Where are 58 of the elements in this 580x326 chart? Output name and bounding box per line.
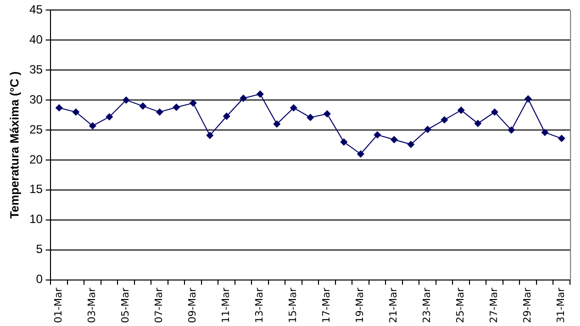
point [440, 116, 448, 124]
x-tick-label: 15-Mar [288, 286, 300, 324]
point [172, 104, 180, 111]
point [558, 134, 566, 142]
x-tick-label: 17-Mar [322, 286, 333, 324]
point [541, 128, 548, 136]
y-tick-label: 35 [29, 62, 44, 76]
y-tick-label: 20 [29, 152, 44, 166]
point [89, 122, 96, 130]
point [240, 94, 247, 102]
y-tick-label: 45 [29, 2, 44, 17]
point [508, 126, 515, 134]
point [324, 110, 331, 118]
point [273, 120, 280, 128]
point [106, 113, 113, 120]
point [374, 131, 381, 138]
point [340, 138, 348, 146]
y-axis-title: Temperatura Máxima (°C ) [8, 71, 22, 219]
x-tick-label: 25-Mar [456, 286, 467, 324]
point [390, 136, 398, 144]
x-tick-label: 05-Mar [120, 286, 132, 324]
x-tick-label: 09-Mar [188, 286, 199, 324]
point [458, 106, 465, 114]
point [357, 150, 364, 158]
point [223, 112, 230, 120]
x-tick-label: 31-Mar [556, 286, 568, 324]
x-tick-label: 11-Mar [221, 286, 232, 324]
y-tick-label: 15 [29, 182, 44, 196]
point [424, 126, 432, 133]
point [256, 90, 264, 98]
point [139, 102, 146, 110]
point [190, 100, 197, 107]
y-tick-label: 0 [36, 272, 44, 286]
y-tick-label: 10 [29, 212, 44, 226]
x-tick-label: 13-Mar [254, 286, 266, 324]
point [122, 96, 130, 104]
point [290, 104, 298, 112]
x-tick-label: 21-Mar [388, 286, 400, 324]
x-tick-label: 23-Mar [422, 286, 434, 324]
x-tick-label: 03-Mar [87, 286, 98, 324]
point [306, 114, 314, 121]
point [491, 108, 498, 116]
point [72, 108, 80, 116]
point [156, 108, 164, 116]
x-tick-label: 07-Mar [154, 286, 166, 324]
y-tick-label: 5 [36, 242, 44, 256]
point [524, 95, 532, 102]
point [474, 120, 482, 127]
y-tick-label: 30 [29, 92, 44, 106]
x-tick-label: 01-Mar [54, 286, 65, 324]
y-tick-label: 40 [29, 32, 44, 46]
point [206, 132, 214, 139]
y-tick-label: 25 [29, 122, 44, 136]
point [56, 104, 63, 112]
x-tick-label: 27-Mar [489, 286, 500, 324]
x-tick-label: 29-Mar [522, 286, 534, 324]
point [407, 140, 414, 148]
x-tick-label: 19-Mar [355, 286, 366, 324]
